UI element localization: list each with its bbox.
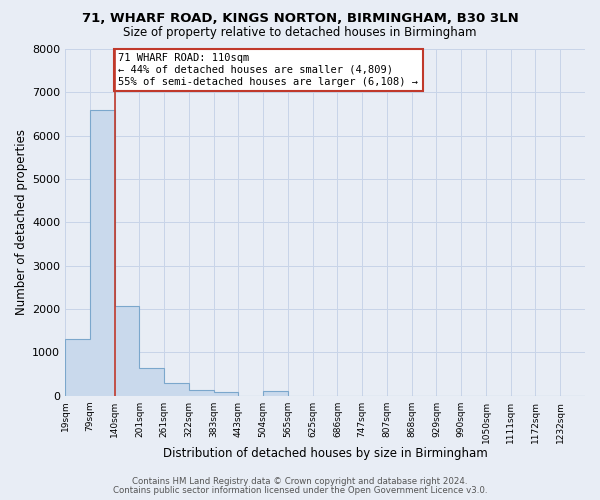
Text: 71 WHARF ROAD: 110sqm
← 44% of detached houses are smaller (4,809)
55% of semi-d: 71 WHARF ROAD: 110sqm ← 44% of detached …	[118, 54, 418, 86]
Text: Size of property relative to detached houses in Birmingham: Size of property relative to detached ho…	[123, 26, 477, 39]
Y-axis label: Number of detached properties: Number of detached properties	[15, 130, 28, 316]
Text: Contains HM Land Registry data © Crown copyright and database right 2024.: Contains HM Land Registry data © Crown c…	[132, 477, 468, 486]
Text: Contains public sector information licensed under the Open Government Licence v3: Contains public sector information licen…	[113, 486, 487, 495]
X-axis label: Distribution of detached houses by size in Birmingham: Distribution of detached houses by size …	[163, 447, 487, 460]
Text: 71, WHARF ROAD, KINGS NORTON, BIRMINGHAM, B30 3LN: 71, WHARF ROAD, KINGS NORTON, BIRMINGHAM…	[82, 12, 518, 26]
